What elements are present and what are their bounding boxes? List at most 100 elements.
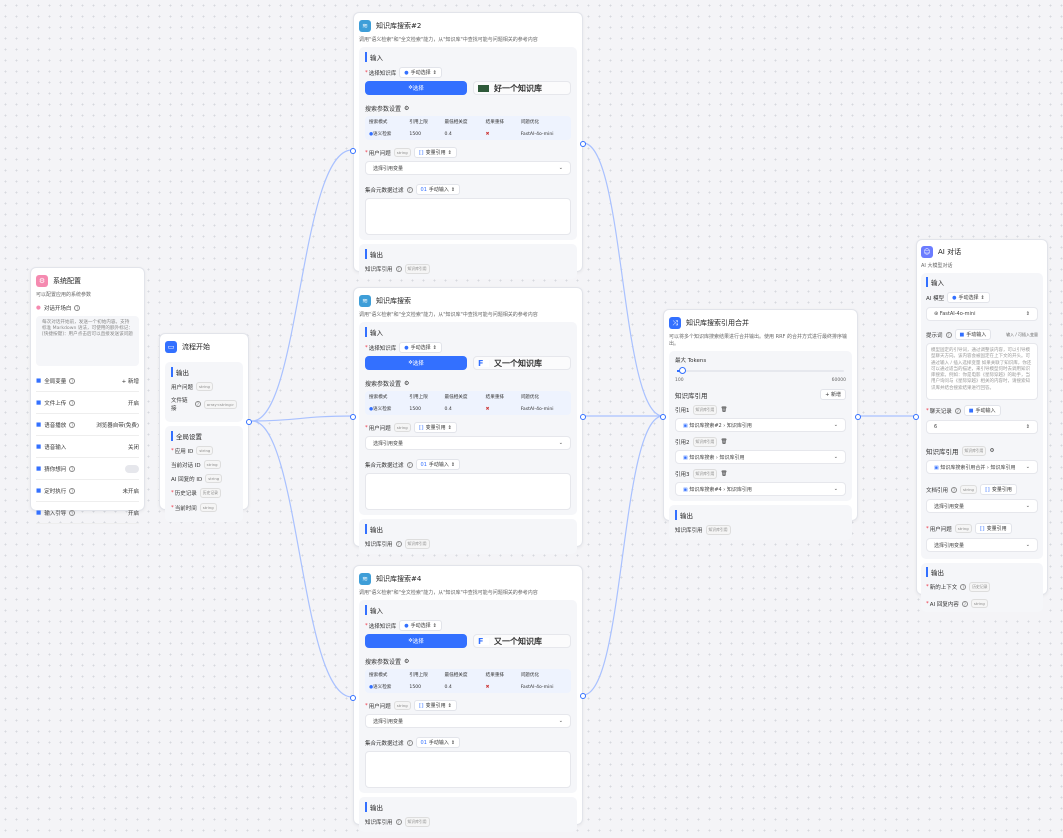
params-table[interactable]: 搜索模式 引用上限 最低相关度 结果重排 问题优化 ●语义检索 1500 0.4 ✖ FastA… (365, 116, 571, 140)
output-handle[interactable] (855, 414, 861, 420)
user-q-select[interactable]: 选择引用变量 ⌄ (926, 538, 1038, 552)
system-item[interactable]: ■ 语音播放? 浏览器自带(免费) (36, 414, 139, 436)
kb-mode-select[interactable]: ● 手动选择 ⇕ (399, 620, 442, 631)
output-label: 知识库引用 (675, 528, 703, 534)
node-desc: 可以将多个知识库搜索结果进行合并输出。使用 RRF 的合并方式进行最终排序输出。 (669, 334, 848, 347)
kb-search-node[interactable]: ≋ 知识库搜索 调用"语义检索"和"全文检索"能力，从"知识库"中查找可能与问题相… (350, 287, 586, 554)
input-header: 输入 (365, 605, 571, 615)
database-icon: ≋ (359, 20, 371, 32)
select-kb-button[interactable]: ✲ 选择 (365, 81, 467, 95)
prompt-mode-select[interactable]: ■ 手动输入 (954, 329, 992, 340)
output-item: 文件链接? array<string> (171, 396, 237, 412)
var-mode-select[interactable]: ⟦⟧ 变量引用 ⇕ (413, 422, 457, 433)
system-config-node[interactable]: ⚙ 系统配置 可以配置应用的系统参数 ● 对话开场白? 每次对话开始前，发送一个初始… (30, 267, 145, 524)
model-select[interactable]: ⊛ FastAI-4o-mini ⇕ (926, 307, 1038, 321)
trash-icon[interactable]: 🗑 (720, 407, 728, 413)
user-q-select[interactable]: 选择引用变量 ⌄ (365, 436, 571, 450)
voice-icon: ■ (36, 421, 42, 428)
kb-search-node[interactable]: ≋ 知识库搜索#4 调用"语义检索"和"全文检索"能力，从"知识库"中查找可能与问… (350, 565, 586, 832)
param-header: 结果重排 (485, 395, 505, 400)
selected-kb[interactable]: F 又一个知识库 (473, 356, 571, 370)
node-desc: 可以配置应用的系统参数 (36, 292, 92, 298)
model-mode-select[interactable]: ● 手动选择 ⇕ (947, 292, 990, 303)
meta-filter-textarea[interactable] (365, 751, 571, 788)
select-kb-button[interactable]: ✲ 选择 (365, 634, 467, 648)
output-handle[interactable] (580, 141, 586, 147)
system-item[interactable]: ■ 输入引导? 开启 (36, 502, 139, 524)
doc-mode-select[interactable]: ⟦⟧ 变量引用 (979, 484, 1017, 495)
input-handle[interactable] (913, 414, 919, 420)
slider-handle[interactable] (679, 367, 686, 374)
item-value[interactable]: + 新增 (121, 378, 139, 385)
node-title: 流程开始 (182, 343, 210, 351)
ref-select[interactable]: ▣ 知识库搜索#2 › 知识库引用 ⌄ (675, 418, 846, 432)
prompt-textarea[interactable]: 模型固定的引导词，通过调整该内容，可以引导模型聊天方向。该内容会被固定在上下文的… (926, 343, 1038, 400)
filter-mode-select[interactable]: 01 手动输入 ⇕ (415, 459, 461, 470)
ref-select[interactable]: ▣ 知识库搜索 › 知识库引用 ⌄ (675, 450, 846, 464)
meta-filter-textarea[interactable] (365, 473, 571, 510)
user-q-mode-select[interactable]: ⟦⟧ 变量引用 (974, 523, 1012, 534)
system-item[interactable]: ■ 文件上传? 开启 (36, 392, 139, 414)
welcome-label: 对话开场白 (43, 306, 72, 312)
history-input[interactable]: 6 ⇕ (926, 420, 1038, 434)
item-value[interactable]: 关闭 (127, 444, 139, 451)
kb-search-node[interactable]: ≋ 知识库搜索#2 调用"语义检索"和"全文检索"能力，从"知识库"中查找可能与问… (350, 12, 586, 279)
ai-chat-node[interactable]: ☺ AI 对话 AI 大模型对话 输入 AI 模型 ● 手动选择 ⇕ ⊛ FastAI… (913, 239, 1048, 612)
model-label: AI 模型 (926, 295, 945, 302)
filter-mode-select[interactable]: 01 手动输入 ⇕ (415, 737, 461, 748)
user-q-select[interactable]: 选择引用变量 ⌄ (365, 161, 571, 175)
param-value: FastAI-4o-mini (520, 684, 554, 690)
toggle[interactable] (125, 464, 139, 473)
user-q-label: 用户问题 (368, 703, 391, 710)
output-handle[interactable] (580, 693, 586, 699)
kb-mode-select[interactable]: ● 手动选择 ⇕ (399, 342, 442, 353)
input-header: 输入 (365, 327, 571, 337)
item-value[interactable]: 浏览器自带(免费) (96, 422, 139, 429)
var-mode-select[interactable]: ⟦⟧ 变量引用 ⇕ (413, 700, 457, 711)
welcome-textarea[interactable]: 每次对话开始前，发送一个初始内容。支持标准 Markdown 语法，可使用的额外… (36, 316, 139, 366)
output-label: 知识库引用 (365, 820, 393, 826)
selected-kb[interactable]: F 又一个知识库 (473, 634, 571, 648)
help-icon: ? (74, 305, 81, 311)
ref-select[interactable]: ▣ 知识库搜索#4 › 知识库引用 ⌄ (675, 482, 846, 496)
kb-ref-label: 知识库引用 (675, 391, 708, 400)
kb-ref-select[interactable]: ▣ 知识库搜索引用合并 › 知识库引用 ⌄ (926, 460, 1038, 474)
item-value[interactable]: 未开启 (122, 488, 139, 495)
doc-select[interactable]: 选择引用变量 ⌄ (926, 499, 1038, 513)
var-mode-select[interactable]: ⟦⟧ 变量引用 ⇕ (413, 147, 457, 158)
input-handle[interactable] (350, 695, 356, 701)
add-ref-button[interactable]: + 新增 (820, 389, 846, 400)
max-tokens-slider[interactable] (677, 367, 844, 375)
edge-kb4-merge (582, 415, 664, 696)
gear-icon[interactable]: ⚙ (404, 105, 410, 112)
history-mode-select[interactable]: ■ 手动输入 (963, 405, 1001, 416)
item-value[interactable]: 开启 (127, 510, 139, 517)
param-value: ✖ (485, 406, 490, 412)
output-handle[interactable] (580, 414, 586, 420)
system-item[interactable]: ■ 猜你想问? (36, 458, 139, 480)
params-table[interactable]: 搜索模式 引用上限 最低相关度 结果重排 问题优化 ●语义检索 1500 0.4 ✖ FastA… (365, 391, 571, 415)
input-handle[interactable] (660, 414, 666, 420)
system-item[interactable]: ■ 全局变量? + 新增 (36, 370, 139, 392)
kb-mode-select[interactable]: ● 手动选择 ⇕ (399, 67, 442, 78)
gear-icon[interactable]: ⚙ (404, 658, 410, 665)
meta-filter-textarea[interactable] (365, 198, 571, 235)
system-item[interactable]: ■ 语音输入 关闭 (36, 436, 139, 458)
user-q-select[interactable]: 选择引用变量 ⌄ (365, 714, 571, 728)
params-table[interactable]: 搜索模式 引用上限 最低相关度 结果重排 问题优化 ●语义检索 1500 0.4 ✖ FastA… (365, 669, 571, 693)
trash-icon[interactable]: 🗑 (720, 471, 728, 477)
flow-start-node[interactable]: ▭ 流程开始 输出 用户问题 string 文件链接? array<string> 全局设… (159, 333, 252, 522)
selected-kb[interactable]: 好一个知识库 (473, 81, 571, 95)
param-header: 搜索模式 (369, 120, 388, 125)
type-tag: 知识库引用 (705, 525, 731, 535)
input-handle[interactable] (350, 148, 356, 154)
item-value[interactable]: 开启 (127, 400, 139, 407)
output-handle[interactable] (246, 419, 252, 425)
input-handle[interactable] (350, 414, 356, 420)
system-item[interactable]: ■ 定时执行? 未开启 (36, 480, 139, 502)
kb-merge-node[interactable]: ⤨ 知识库搜索引用合并 可以将多个知识库搜索结果进行合并输出。使用 RRF 的合并… (660, 309, 861, 540)
filter-mode-select[interactable]: 01 手动输入 ⇕ (415, 184, 461, 195)
select-kb-button[interactable]: ✲ 选择 (365, 356, 467, 370)
trash-icon[interactable]: 🗑 (720, 439, 728, 445)
gear-icon[interactable]: ⚙ (404, 380, 410, 387)
